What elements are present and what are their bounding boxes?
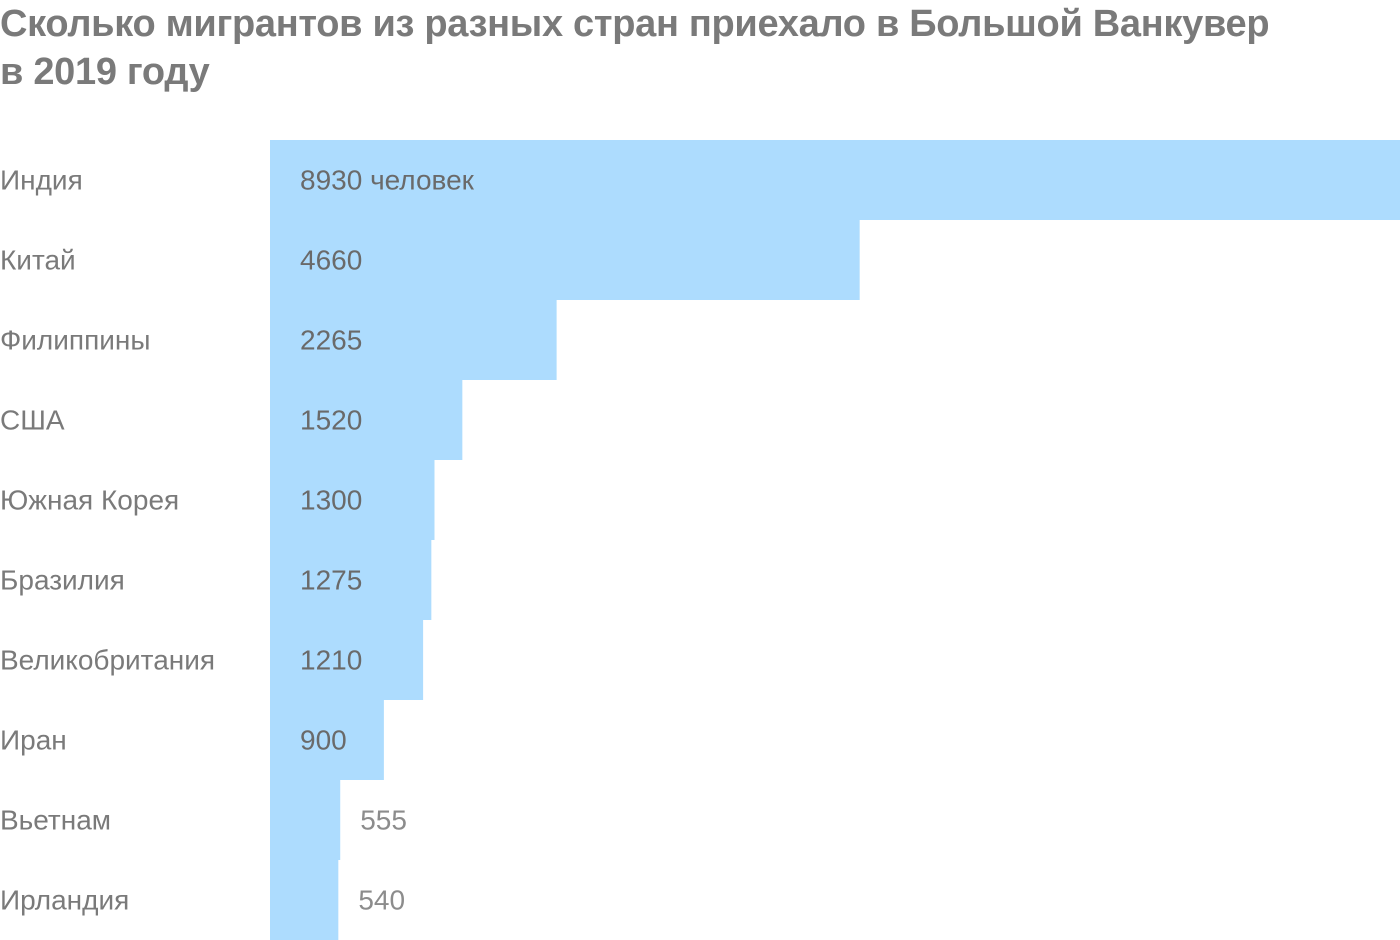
bar-7 xyxy=(270,700,384,780)
category-label-7: Иран xyxy=(0,725,67,756)
bar-1 xyxy=(270,220,860,300)
bar-2 xyxy=(270,300,557,380)
bar-9 xyxy=(270,860,339,940)
chart-title-line-1: Сколько мигрантов из разных стран приеха… xyxy=(0,3,1270,45)
bar-8 xyxy=(270,780,341,860)
bar-4 xyxy=(270,460,435,540)
category-label-3: США xyxy=(0,405,65,436)
category-label-2: Филиппины xyxy=(0,325,150,356)
value-label-5: 1275 xyxy=(300,565,362,596)
category-label-5: Бразилия xyxy=(0,565,125,596)
value-label-7: 900 xyxy=(300,725,347,756)
bar-5 xyxy=(270,540,432,620)
value-label-2: 2265 xyxy=(300,325,362,356)
value-label-6: 1210 xyxy=(300,645,362,676)
value-label-3: 1520 xyxy=(300,405,362,436)
value-label-1: 4660 xyxy=(300,245,362,276)
value-label-8: 555 xyxy=(360,805,407,836)
category-label-4: Южная Корея xyxy=(0,485,179,516)
value-label-4: 1300 xyxy=(300,485,362,516)
category-label-1: Китай xyxy=(0,245,76,276)
value-label-0: 8930 человек xyxy=(300,165,475,196)
category-label-0: Индия xyxy=(0,165,83,196)
bar-6 xyxy=(270,620,424,700)
category-label-9: Ирландия xyxy=(0,885,129,916)
category-label-8: Вьетнам xyxy=(0,805,111,836)
bar-0 xyxy=(270,140,1400,220)
bar-3 xyxy=(270,380,463,460)
category-label-6: Великобритания xyxy=(0,645,215,676)
chart-title-line-2: в 2019 году xyxy=(0,51,210,93)
value-label-9: 540 xyxy=(358,885,405,916)
chart-title: Сколько мигрантов из разных стран приеха… xyxy=(0,0,1400,96)
